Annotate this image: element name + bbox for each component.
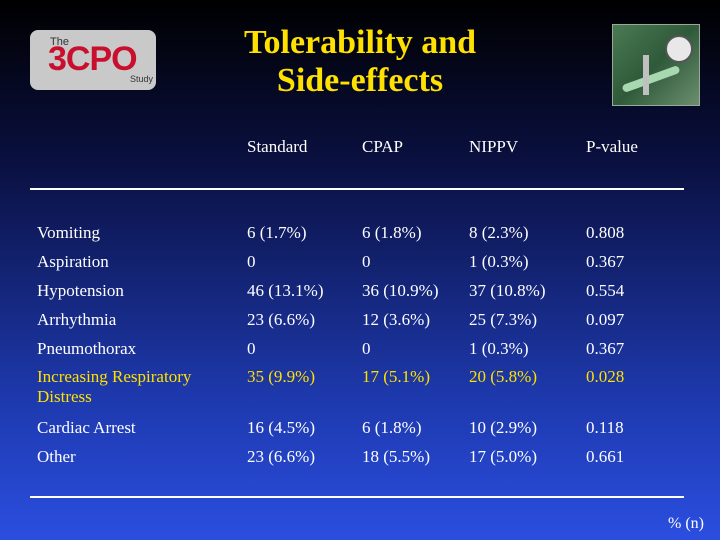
photo-tube xyxy=(621,64,681,94)
cell-vomiting-p: 0.808 xyxy=(586,223,625,242)
cell-cardiac-arrest-p: 0.118 xyxy=(586,418,624,437)
cell-arrhythmia-p: 0.097 xyxy=(586,310,625,329)
logo-study-text: Study xyxy=(130,74,154,84)
slide-title: Tolerability and Side-effects xyxy=(200,24,520,100)
row-label-hypotension: Hypotension xyxy=(37,281,124,300)
cell-other-cpap: 18 (5.5%) xyxy=(362,447,430,466)
footer-divider xyxy=(30,496,684,498)
cell-other-p: 0.661 xyxy=(586,447,625,466)
row-label-arrhythmia: Arrhythmia xyxy=(37,310,117,329)
cell-vomiting-cpap: 6 (1.8%) xyxy=(362,223,422,242)
cell-hypotension-p: 0.554 xyxy=(586,281,625,300)
cell-aspiration-nippv: 1 (0.3%) xyxy=(469,252,529,271)
cell-arrhythmia-nippv: 25 (7.3%) xyxy=(469,310,537,329)
row-label-vomiting: Vomiting xyxy=(37,223,100,242)
cell-arrhythmia-cpap: 12 (3.6%) xyxy=(362,310,430,329)
cell-hypotension-nippv: 37 (10.8%) xyxy=(469,281,546,300)
cell-hypotension-standard: 46 (13.1%) xyxy=(247,281,324,300)
cell-vomiting-standard: 6 (1.7%) xyxy=(247,223,307,242)
cell-pneumothorax-nippv: 1 (0.3%) xyxy=(469,339,529,358)
title-line-2: Side-effects xyxy=(276,62,444,99)
row-label-aspiration: Aspiration xyxy=(37,252,109,271)
column-header-cpap: CPAP xyxy=(362,137,403,156)
cell-pneumothorax-standard: 0 xyxy=(247,339,256,358)
column-header-standard: Standard xyxy=(247,137,308,156)
row-label-other: Other xyxy=(37,447,76,466)
3cpo-study-logo: The 3CPO Study xyxy=(30,30,156,90)
cell-aspiration-p: 0.367 xyxy=(586,252,625,271)
cell-other-nippv: 17 (5.0%) xyxy=(469,447,537,466)
cell-cardiac-arrest-standard: 16 (4.5%) xyxy=(247,418,315,437)
cell-pneumothorax-cpap: 0 xyxy=(362,339,371,358)
cell-respiratory-distress-standard: 35 (9.9%) xyxy=(247,367,315,386)
cell-respiratory-distress-cpap: 17 (5.1%) xyxy=(362,367,430,386)
row-label-cardiac-arrest: Cardiac Arrest xyxy=(37,418,136,437)
column-header-nippv: NIPPV xyxy=(469,137,519,156)
cell-vomiting-nippv: 8 (2.3%) xyxy=(469,223,529,242)
logo-the-text: The xyxy=(50,36,69,48)
cell-pneumothorax-p: 0.367 xyxy=(586,339,625,358)
footnote: % (n) xyxy=(668,515,704,532)
cell-hypotension-cpap: 36 (10.9%) xyxy=(362,281,439,300)
cell-cardiac-arrest-nippv: 10 (2.9%) xyxy=(469,418,537,437)
photo-gauge-icon xyxy=(665,35,693,63)
header-divider xyxy=(30,188,684,190)
cell-aspiration-standard: 0 xyxy=(247,252,256,271)
row-label-pneumothorax: Pneumothorax xyxy=(37,339,137,358)
logo-name-text: 3CPO xyxy=(48,40,138,78)
cell-cardiac-arrest-cpap: 6 (1.8%) xyxy=(362,418,422,437)
title-line-1: Tolerability and xyxy=(243,24,477,61)
cpap-equipment-photo xyxy=(612,24,700,106)
column-header-p-value: P-value xyxy=(586,137,638,156)
cell-respiratory-distress-nippv: 20 (5.8%) xyxy=(469,367,537,386)
row-label-respiratory-distress: Increasing Respiratory Distress xyxy=(37,367,192,406)
cell-respiratory-distress-p: 0.028 xyxy=(586,367,625,386)
cell-other-standard: 23 (6.6%) xyxy=(247,447,315,466)
photo-pipe xyxy=(643,55,649,95)
cell-aspiration-cpap: 0 xyxy=(362,252,371,271)
cell-arrhythmia-standard: 23 (6.6%) xyxy=(247,310,315,329)
